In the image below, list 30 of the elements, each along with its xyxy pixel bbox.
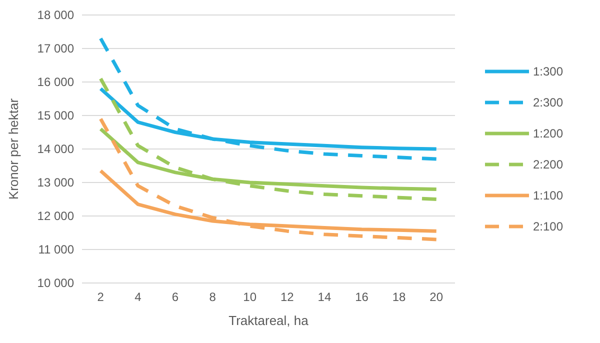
x-tick-label: 14 [318,290,332,304]
y-tick-label: 17 000 [37,42,74,56]
x-tick-label: 12 [280,290,294,304]
y-tick-label: 10 000 [37,276,74,290]
line-series [98,76,438,201]
legend-label: 2:200 [533,158,564,172]
line-series [98,117,438,242]
y-tick-label: 15 000 [37,108,74,123]
x-tick-label: 8 [209,290,216,304]
legend-label: 1:300 [533,64,564,79]
legend-label: 2:100 [533,220,564,234]
y-tick-label: 18 000 [37,8,74,22]
x-axis-title: Traktareal, ha [228,313,310,328]
y-tick-label: 11 000 [38,242,74,257]
x-tick-label: 2 [97,290,104,304]
x-tick-label: 4 [134,290,142,304]
y-tick-label: 12 000 [37,209,74,224]
x-tick-label: 20 [430,290,444,304]
legend-label: 1:200 [533,126,564,141]
y-tick-label: 13 000 [37,176,74,190]
x-tick-label: 10 [243,290,257,304]
y-axis-title: Kronor per hektar [6,98,21,200]
legend-label: 1:100 [533,188,564,203]
y-tick-label: 14 000 [37,142,74,156]
x-tick-label: 6 [172,290,179,304]
line-series [98,36,438,161]
x-tick-label: 18 [392,290,406,304]
y-tick-label: 16 000 [37,75,74,90]
legend-label: 2:300 [533,96,564,110]
x-tick-label: 16 [355,290,369,304]
